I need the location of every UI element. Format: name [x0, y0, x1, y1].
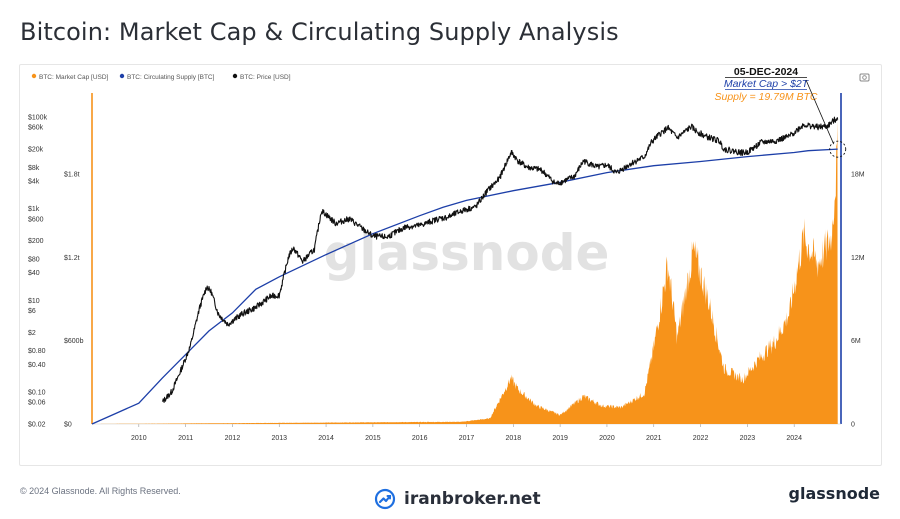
- camera-icon[interactable]: [859, 73, 870, 82]
- x-tick-label: 2014: [318, 435, 334, 442]
- price-tick-label: $100k: [28, 115, 48, 122]
- legend-label: BTC: Price [USD]: [240, 74, 291, 81]
- x-tick-label: 2019: [552, 435, 568, 442]
- market-cap-tick-label: $0: [64, 422, 72, 429]
- glassnode-logo: glassnode: [788, 484, 880, 503]
- supply-tick-label: 0: [851, 422, 855, 429]
- chart-svg: BTC: Market Cap [USD] BTC: Circulating Su…: [28, 66, 870, 442]
- supply-line: [91, 148, 838, 425]
- x-tick-label: 2024: [786, 435, 802, 442]
- price-tick-label: $0.10: [28, 389, 46, 396]
- legend-dot: [119, 73, 125, 79]
- x-tick-label: 2012: [225, 435, 241, 442]
- copyright-text: © 2024 Glassnode. All Rights Reserved.: [20, 486, 181, 496]
- x-tick-label: 2015: [365, 435, 381, 442]
- annotation-date: 05-DEC-2024: [734, 66, 798, 78]
- x-tick-label: 2018: [506, 435, 522, 442]
- price-tick-label: $8k: [28, 165, 40, 172]
- price-tick-label: $1k: [28, 206, 40, 213]
- market-cap-tick-label: $1.8t: [64, 172, 80, 179]
- chart-card: BTC: Market Cap [USD] BTC: Circulating Su…: [19, 64, 882, 466]
- price-tick-label: $60k: [28, 125, 44, 132]
- x-tick-label: 2021: [646, 435, 662, 442]
- annotation-market-cap: Market Cap > $2T: [724, 78, 810, 90]
- price-tick-label: $40: [28, 270, 40, 277]
- x-tick-label: 2011: [178, 435, 193, 442]
- price-tick-label: $2: [28, 330, 36, 337]
- price-tick-label: $0.80: [28, 348, 46, 355]
- legend-dot: [31, 73, 37, 79]
- supply-tick-label: 18M: [851, 172, 865, 179]
- x-tick-label: 2020: [599, 435, 615, 442]
- price-tick-label: $200: [28, 238, 44, 245]
- annotation-circle: [829, 140, 847, 158]
- x-tick-label: 2010: [131, 435, 147, 442]
- iranbroker-brand[interactable]: iranbroker.net: [374, 488, 541, 510]
- price-tick-label: $0.02: [28, 422, 46, 429]
- market-cap-area: [92, 121, 838, 424]
- annotation-supply: Supply = 19.79M BTC: [714, 91, 817, 103]
- x-tick-label: 2022: [693, 435, 709, 442]
- price-tick-label: $600: [28, 216, 44, 223]
- price-tick-label: $6: [28, 308, 36, 315]
- supply-tick-label: 6M: [851, 338, 861, 345]
- price-tick-label: $80: [28, 256, 40, 263]
- market-cap-tick-label: $600b: [64, 338, 84, 345]
- trend-chart-icon: [374, 488, 396, 510]
- price-tick-label: $0.40: [28, 362, 46, 369]
- price-tick-label: $0.06: [28, 400, 46, 407]
- x-tick-label: 2023: [740, 435, 756, 442]
- legend-dot: [232, 73, 238, 79]
- legend-label: BTC: Market Cap [USD]: [39, 74, 109, 81]
- x-tick-label: 2013: [271, 435, 287, 442]
- price-tick-label: $10: [28, 298, 40, 305]
- iranbroker-label: iranbroker.net: [404, 489, 541, 509]
- price-tick-label: $20k: [28, 147, 44, 154]
- market-cap-tick-label: $1.2t: [64, 255, 80, 262]
- page-title: Bitcoin: Market Cap & Circulating Supply…: [20, 18, 619, 46]
- x-tick-label: 2016: [412, 435, 428, 442]
- supply-tick-label: 12M: [851, 255, 865, 262]
- price-tick-label: $4k: [28, 179, 40, 186]
- annotation-pointer: [805, 79, 835, 145]
- x-tick-label: 2017: [459, 435, 475, 442]
- price-line: [161, 116, 839, 403]
- legend-label: BTC: Circulating Supply [BTC]: [127, 74, 215, 81]
